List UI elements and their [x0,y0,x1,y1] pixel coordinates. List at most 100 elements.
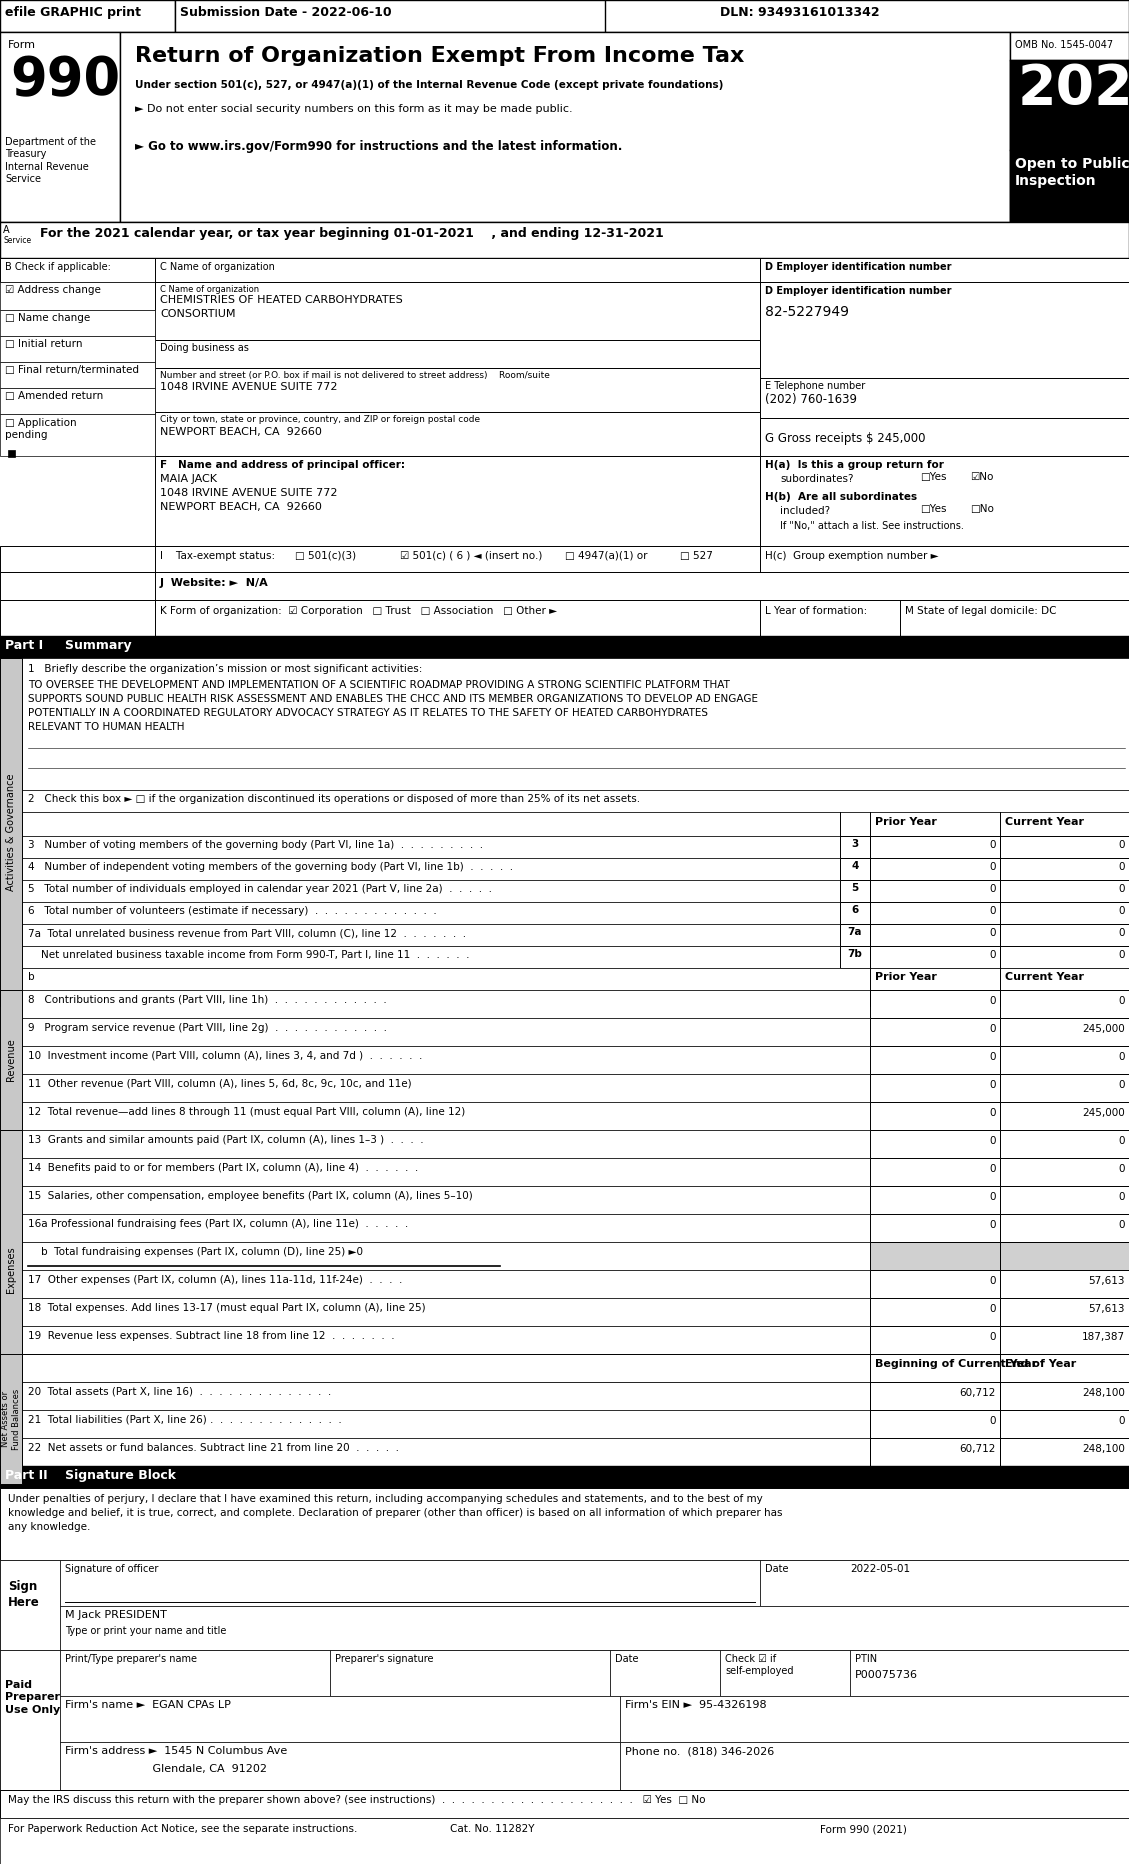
Bar [1000,925,1129,947]
Bar [0,990,21,1130]
Text: 0: 0 [1119,1221,1124,1230]
Bar [21,1046,1129,1074]
Bar [840,880,870,902]
Text: □ Initial return: □ Initial return [5,339,82,349]
Text: CHEMISTRIES OF HEATED CARBOHYDRATES: CHEMISTRIES OF HEATED CARBOHYDRATES [160,295,403,306]
Text: 14  Benefits paid to or for members (Part IX, column (A), line 4)  .  .  .  .  .: 14 Benefits paid to or for members (Part… [28,1163,418,1172]
Bar [0,600,1129,636]
Text: □ Application
pending: □ Application pending [5,418,77,440]
Text: 0: 0 [1119,951,1124,960]
Bar [0,414,155,457]
Text: 57,613: 57,613 [1088,1277,1124,1286]
Text: P00075736: P00075736 [855,1670,918,1679]
Text: 245,000: 245,000 [1083,1023,1124,1035]
Bar [21,1353,1129,1381]
Bar [21,835,1129,857]
Bar [840,857,870,880]
Text: 9   Program service revenue (Part VIII, line 2g)  .  .  .  .  .  .  .  .  .  .  : 9 Program service revenue (Part VIII, li… [28,1023,387,1033]
Text: 13  Grants and similar amounts paid (Part IX, column (A), lines 1–3 )  .  .  .  : 13 Grants and similar amounts paid (Part… [28,1135,423,1144]
Bar [330,1650,610,1696]
Text: C Name of organization: C Name of organization [160,263,274,272]
Text: 60,712: 60,712 [960,1445,996,1454]
Bar [1000,947,1129,967]
Text: OMB No. 1545-0047: OMB No. 1545-0047 [1015,39,1113,50]
Bar [1000,1158,1129,1186]
Bar [0,1487,1129,1560]
Bar [840,835,870,857]
Text: Date: Date [615,1653,639,1665]
Text: 0: 0 [989,951,996,960]
Text: □ 4947(a)(1) or: □ 4947(a)(1) or [564,552,648,561]
Text: H(a)  Is this a group return for: H(a) Is this a group return for [765,460,944,470]
Text: Activities & Governance: Activities & Governance [6,774,16,891]
Bar [1000,1074,1129,1102]
Text: Doing business as: Doing business as [160,343,248,352]
Bar [60,1607,1129,1650]
Text: 0: 0 [989,1135,996,1146]
Bar [0,1650,60,1789]
Text: SUPPORTS SOUND PUBLIC HEALTH RISK ASSESSMENT AND ENABLES THE CHCC AND ITS MEMBER: SUPPORTS SOUND PUBLIC HEALTH RISK ASSESS… [28,693,758,705]
Bar [1000,857,1129,880]
Text: End of Year: End of Year [1005,1359,1076,1368]
Bar [0,546,1129,572]
Text: 248,100: 248,100 [1082,1389,1124,1398]
Bar [0,1789,1129,1817]
Text: 248,100: 248,100 [1082,1445,1124,1454]
Text: 20  Total assets (Part X, line 16)  .  .  .  .  .  .  .  .  .  .  .  .  .  .: 20 Total assets (Part X, line 16) . . . … [28,1387,331,1396]
Text: any knowledge.: any knowledge. [8,1523,90,1532]
Bar [1000,1130,1129,1158]
Text: 60,712: 60,712 [960,1389,996,1398]
Bar [840,947,870,967]
Bar [60,1696,620,1743]
Bar [21,658,1129,790]
Bar [21,1018,1129,1046]
Bar [0,1353,21,1484]
Text: □ Final return/terminated: □ Final return/terminated [5,365,139,375]
Text: Department of the
Treasury
Internal Revenue
Service: Department of the Treasury Internal Reve… [5,136,96,185]
Text: 0: 0 [1119,884,1124,895]
Bar [21,880,1129,902]
Bar [840,902,870,925]
Text: Signature of officer: Signature of officer [65,1564,158,1573]
Text: 0: 0 [989,1051,996,1062]
Text: □ 501(c)(3): □ 501(c)(3) [295,552,356,561]
Text: Cat. No. 11282Y: Cat. No. 11282Y [450,1825,534,1834]
Bar [1000,1046,1129,1074]
Text: ► Go to www.irs.gov/Form990 for instructions and the latest information.: ► Go to www.irs.gov/Form990 for instruct… [135,140,622,153]
Bar [870,857,1000,880]
Bar [155,457,760,546]
Text: Part I     Summary: Part I Summary [5,639,132,652]
Bar [1000,902,1129,925]
Text: Date: Date [765,1564,788,1573]
Bar [870,1325,1000,1353]
Bar [1000,880,1129,902]
Text: 0: 0 [1119,906,1124,915]
Text: Part II    Signature Block: Part II Signature Block [5,1469,176,1482]
Text: 3   Number of voting members of the governing body (Part VI, line 1a)  .  .  .  : 3 Number of voting members of the govern… [28,841,483,850]
Text: B Check if applicable:: B Check if applicable: [5,263,111,272]
Bar [120,32,1010,222]
Text: D Employer identification number: D Employer identification number [765,263,952,272]
Text: MAIA JACK: MAIA JACK [160,473,217,485]
Bar [21,1158,1129,1186]
Bar [1000,990,1129,1018]
Text: 4   Number of independent voting members of the governing body (Part VI, line 1b: 4 Number of independent voting members o… [28,861,513,872]
Bar [21,813,1129,835]
Text: Check ☑ if
self-employed: Check ☑ if self-employed [725,1653,794,1676]
Text: □ Amended return: □ Amended return [5,391,103,401]
Bar [870,902,1000,925]
Bar [870,1130,1000,1158]
Bar [0,257,1129,281]
Bar [21,1074,1129,1102]
Text: □ Name change: □ Name change [5,313,90,322]
Text: TO OVERSEE THE DEVELOPMENT AND IMPLEMENTATION OF A SCIENTIFIC ROADMAP PROVIDING : TO OVERSEE THE DEVELOPMENT AND IMPLEMENT… [28,680,729,690]
Bar [0,0,175,32]
Text: CONSORTIUM: CONSORTIUM [160,309,236,319]
Bar [0,658,21,1007]
Bar [8,449,15,457]
Text: Glendale, CA  91202: Glendale, CA 91202 [65,1763,266,1775]
Bar [0,1465,1129,1487]
Text: 0: 0 [989,1191,996,1202]
Bar [21,1437,1129,1465]
Bar [840,925,870,947]
